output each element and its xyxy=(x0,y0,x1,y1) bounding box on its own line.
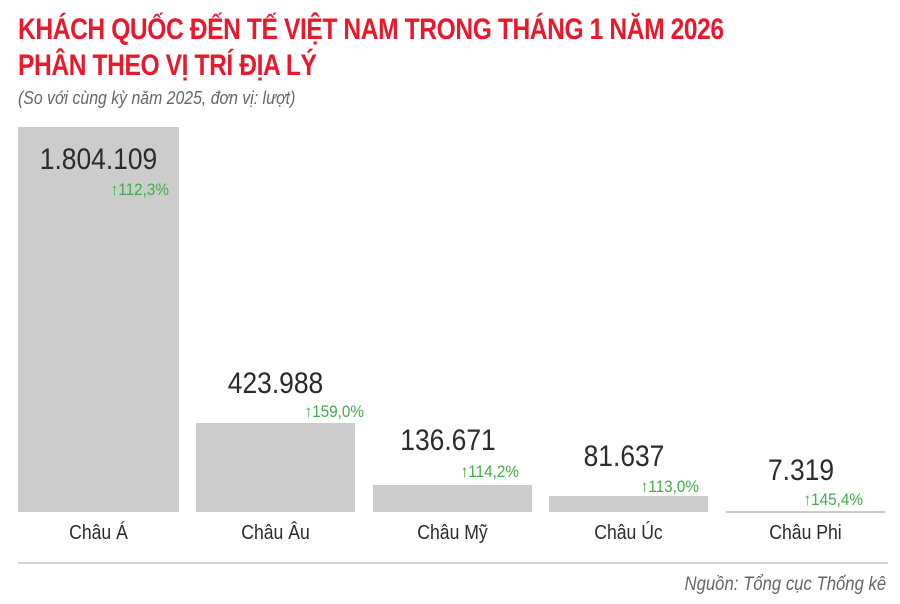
bar-chau-au xyxy=(196,423,355,512)
source-note: Nguồn: Tổng cục Thống kê xyxy=(684,574,886,595)
title-line-2: PHÂN THEO VỊ TRÍ ĐỊA LÝ xyxy=(18,49,317,82)
footer-divider xyxy=(18,562,888,564)
change-label-chau-my: ↑114,2% xyxy=(460,462,519,481)
category-label-chau-uc: Châu Úc xyxy=(594,522,663,544)
category-label-chau-phi: Châu Phi xyxy=(769,522,842,544)
change-label-chau-phi: ↑145,4% xyxy=(803,490,863,509)
chart-title: KHÁCH QUỐC ĐẾN TẾ VIỆT NAM TRONG THÁNG 1… xyxy=(18,12,724,84)
bar-chau-phi xyxy=(726,511,885,513)
category-label-chau-au: Châu Âu xyxy=(241,522,310,544)
change-label-chau-a: ↑112,3% xyxy=(110,180,169,199)
category-label-chau-a: Châu Á xyxy=(69,522,128,544)
change-label-chau-uc: ↑113,0% xyxy=(640,477,699,496)
value-label-chau-my: 136.671 xyxy=(400,424,496,457)
bar-chau-a xyxy=(18,127,179,512)
chart-subtitle: (So với cùng kỳ năm 2025, đơn vị: lượt) xyxy=(18,88,296,108)
value-label-chau-uc: 81.637 xyxy=(583,440,665,473)
category-label-chau-my: Châu Mỹ xyxy=(417,522,488,544)
value-label-chau-a: 1.804.109 xyxy=(39,143,158,176)
title-line-1: KHÁCH QUỐC ĐẾN TẾ VIỆT NAM TRONG THÁNG 1… xyxy=(18,13,724,46)
bar-chau-my xyxy=(373,485,532,512)
value-label-chau-phi: 7.319 xyxy=(767,454,835,487)
bar-chau-uc xyxy=(549,496,708,512)
value-label-chau-au: 423.988 xyxy=(227,367,324,400)
change-label-chau-au: ↑159,0% xyxy=(304,402,364,421)
